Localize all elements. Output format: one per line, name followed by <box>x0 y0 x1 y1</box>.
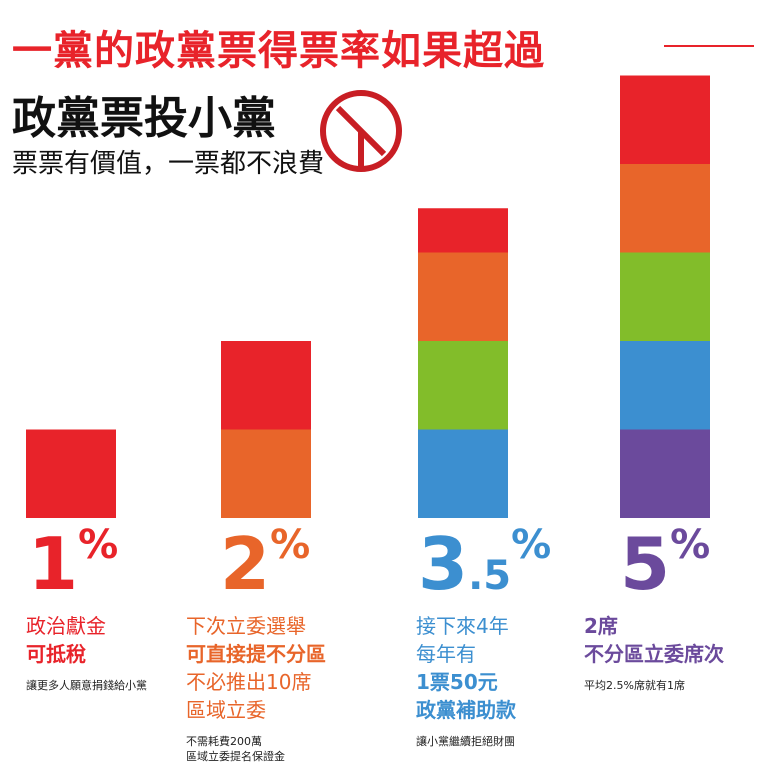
benefit-description: 接下來4年每年有 1票50元政黨補助款 <box>416 612 516 724</box>
bar-3.5%-segment-3 <box>418 252 508 341</box>
percentage-value: 2 <box>220 522 271 606</box>
bar-5%-segment-5 <box>620 75 710 164</box>
benefit-line: 不分區立委席次 <box>584 642 724 666</box>
headline: 一黨的政黨票得票率如果超過 <box>12 28 545 74</box>
percent-symbol: % <box>270 522 311 568</box>
benefit-note: 讓小黨繼續拒絕財團 <box>416 734 515 749</box>
benefit-note: 讓更多人願意捐錢給小黨 <box>26 678 147 693</box>
percentage-value: 5 <box>620 522 671 606</box>
bar-3.5%-segment-4 <box>418 208 508 253</box>
benefit-description: 下次立委選舉 可直接提不分區 不必推出10席 區域立委 <box>186 612 326 724</box>
benefit-line: 接下來4年 <box>416 614 509 638</box>
benefit-line: 下次立委選舉 <box>186 614 306 638</box>
percent-symbol: % <box>511 522 552 568</box>
benefit-line: 政治獻金 <box>26 614 106 638</box>
benefit-note-line: 區域立委提名保證金 <box>186 750 285 763</box>
percent-symbol: % <box>670 522 711 568</box>
benefit-description: 政治獻金 可抵稅 <box>26 612 106 668</box>
benefit-note: 平均2.5%席就有1席 <box>584 678 685 693</box>
percentage-label: 5% <box>620 522 710 600</box>
percentage-value: 3 <box>418 522 469 606</box>
page-subtitle: 票票有價值，一票都不浪費 <box>12 149 325 179</box>
benefit-note-line: 不需耗費200萬 <box>186 735 262 748</box>
benefit-line: 每年有 <box>416 642 476 666</box>
bar-5%-segment-2 <box>620 341 710 430</box>
bar-3.5%-segment-1 <box>418 429 508 518</box>
percentage-decimal: .5 <box>468 553 512 599</box>
percent-symbol: % <box>78 522 119 568</box>
vote-stamp-icon <box>320 90 402 172</box>
benefit-line: 可直接提不分區 <box>186 642 326 666</box>
bar-1%-segment-1 <box>26 429 116 518</box>
benefit-description: 2席不分區立委席次 <box>584 612 724 668</box>
benefit-note-line: 讓小黨繼續拒絕財團 <box>416 735 515 748</box>
bar-5%-segment-3 <box>620 252 710 341</box>
bar-5%-segment-1 <box>620 429 710 518</box>
bar-2%-segment-1 <box>221 429 311 518</box>
percentage-label: 3.5% <box>418 522 551 600</box>
bar-5%-segment-4 <box>620 164 710 253</box>
benefit-line: 區域立委 <box>186 698 266 722</box>
benefit-line: 政黨補助款 <box>416 698 516 722</box>
benefit-line: 2席 <box>584 614 618 638</box>
benefit-note-line: 平均2.5%席就有1席 <box>584 679 685 692</box>
headline-rule <box>664 45 754 47</box>
page-title: 政黨票投小黨 <box>12 93 276 144</box>
benefit-line: 1票50元 <box>416 670 498 694</box>
percentage-label: 1% <box>28 522 118 600</box>
percentage-value: 1 <box>28 522 79 606</box>
benefit-note-line: 讓更多人願意捐錢給小黨 <box>26 679 147 692</box>
benefit-line: 可抵稅 <box>26 642 86 666</box>
bar-3.5%-segment-2 <box>418 341 508 430</box>
benefit-line: 不必推出10席 <box>186 670 312 694</box>
benefit-note: 不需耗費200萬區域立委提名保證金 <box>186 734 285 764</box>
bar-2%-segment-2 <box>221 341 311 430</box>
percentage-label: 2% <box>220 522 310 600</box>
